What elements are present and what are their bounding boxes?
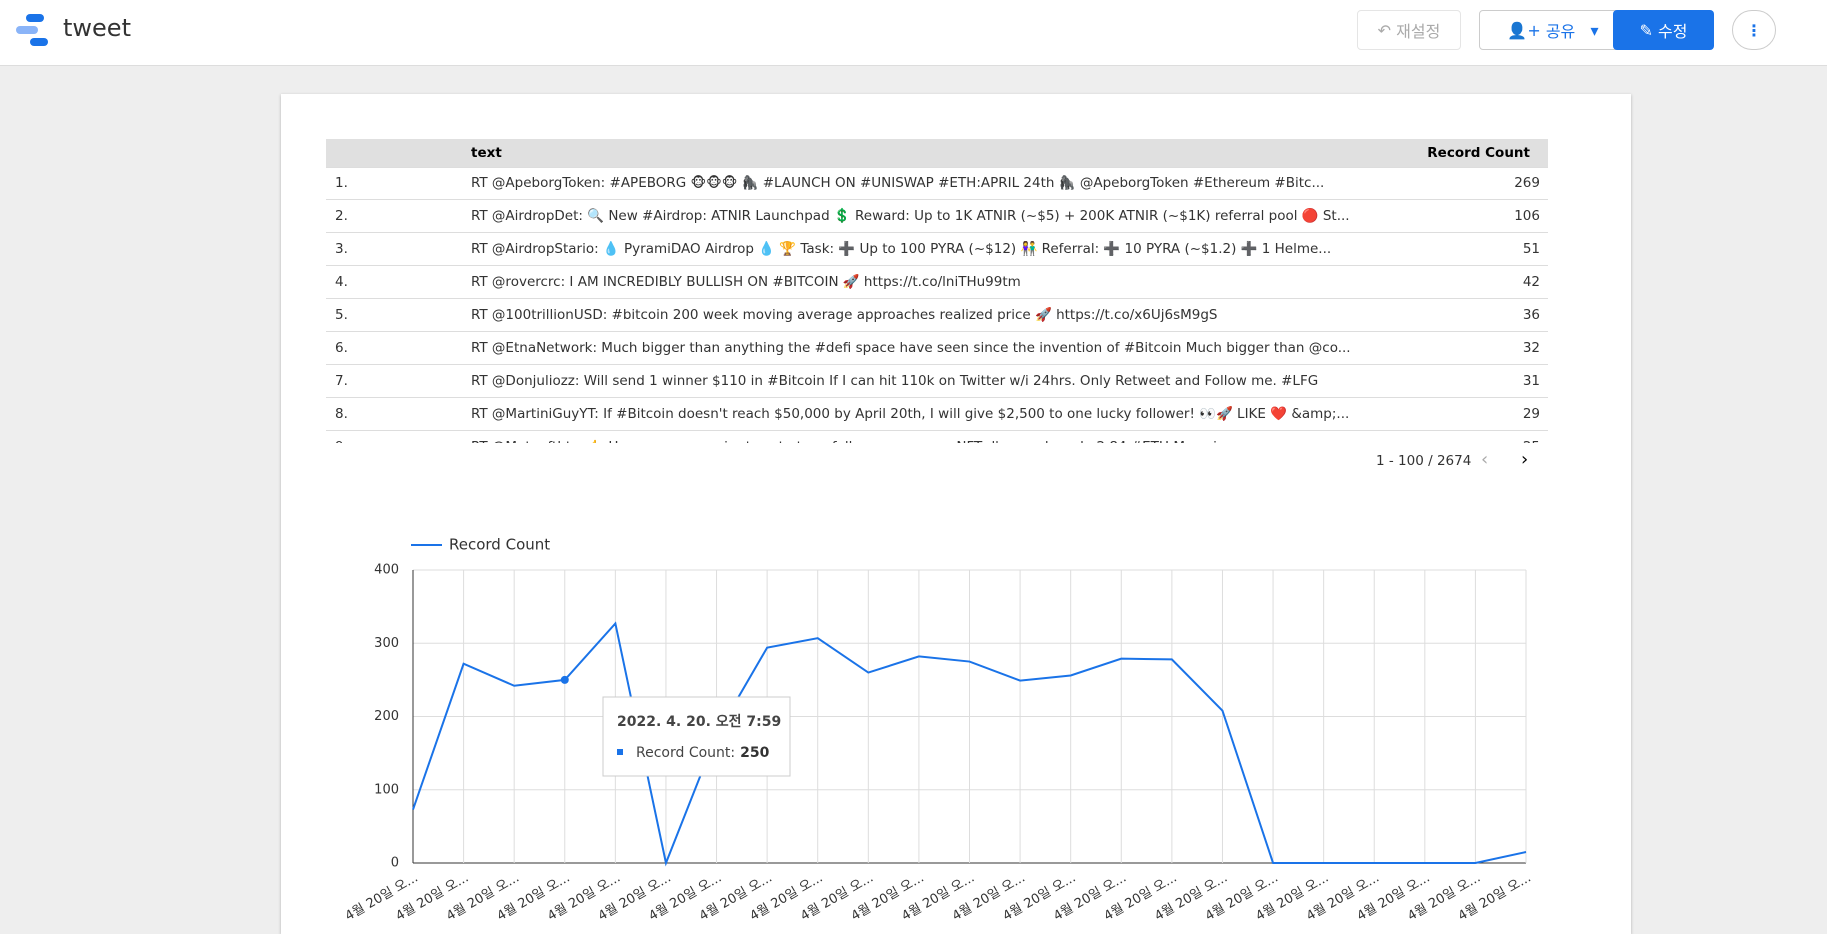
table-row: 1. RT @ApeborgToken: #APEBORG 🐵🐵🐵 🦍 #LAUN… (326, 167, 1548, 200)
table-cell: RT @EtnaNetwork: Much bigger than anythi… (471, 340, 1351, 356)
table-cell: 1. (335, 175, 348, 191)
edit-button[interactable]: ✎ 수정 (1613, 10, 1714, 50)
table-row: 2. RT @AirdropDet: 🔍 New #Airdrop: ATNIR … (326, 200, 1548, 233)
table-cell: 2. (335, 208, 348, 224)
tooltip-label: Record Count: (636, 745, 735, 761)
y-tick-label: 200 (374, 709, 399, 724)
table-cell: RT @Metanftbtc: 👉 Une personne qui retwe… (471, 439, 1337, 443)
table-cell: 51 (1522, 241, 1540, 257)
logo (16, 14, 48, 46)
table-row: 9. RT @Metanftbtc: 👉 Une personne qui ret… (326, 431, 1548, 443)
hover-point (560, 675, 569, 684)
table-cell: 29 (1522, 406, 1540, 422)
table-header: text Record Count (326, 139, 1548, 168)
table-cell: RT @AirdropDet: 🔍 New #Airdrop: ATNIR La… (471, 208, 1350, 224)
pagination: 1 - 100 / 2674 (1376, 453, 1472, 469)
table-cell: 9. (335, 439, 348, 443)
prev-page[interactable]: ‹ (1481, 449, 1489, 470)
y-tick-label: 400 (374, 563, 399, 578)
table-cell: 269 (1514, 175, 1540, 191)
table-cell: RT @AirdropStario: 💧 PyramiDAO Airdrop 💧… (471, 241, 1332, 257)
table-row: 5. RT @100trillionUSD: #bitcoin 200 week … (326, 299, 1548, 332)
table-cell: 42 (1522, 274, 1540, 290)
tooltip (602, 696, 791, 777)
report-title: tweet (63, 14, 131, 42)
table-cell: RT @rovercrc: I AM INCREDIBLY BULLISH ON… (471, 274, 1021, 290)
table-cell: 3. (335, 241, 348, 257)
y-tick-label: 0 (391, 856, 399, 871)
table-cell: 5. (335, 307, 348, 323)
table-cell: 25 (1523, 439, 1540, 443)
tooltip-swatch (617, 749, 623, 755)
table-cell: 31 (1522, 373, 1540, 389)
table-cell: 7. (335, 373, 348, 389)
table-cell: 32 (1522, 340, 1540, 356)
y-tick-label: 100 (374, 782, 399, 797)
table-row: 7. RT @Donjuliozz: Will send 1 winner $11… (326, 365, 1548, 398)
table-cell: 36 (1522, 307, 1540, 323)
next-page[interactable]: › (1521, 449, 1529, 470)
reset-label: 재설정 (1396, 22, 1441, 41)
table-cell: 8. (335, 406, 348, 422)
table-cell: 6. (335, 340, 348, 356)
column-header[interactable]: Record Count (1427, 145, 1530, 161)
table-cell: 106 (1514, 208, 1540, 224)
table-cell: RT @MartiniGuyYT: If #Bitcoin doesn't re… (471, 406, 1350, 422)
header: tweet ↶ 재설정 👤+ 공유 ▾ ✎ 수정 ⋮ (0, 0, 1827, 66)
table-row: 6. RT @EtnaNetwork: Much bigger than anyt… (326, 332, 1548, 365)
table-row: 4. RT @rovercrc: I AM INCREDIBLY BULLISH … (326, 266, 1548, 299)
legend-label: Record Count (449, 536, 550, 554)
table-cell: RT @ApeborgToken: #APEBORG 🐵🐵🐵 🦍 #LAUNCH… (471, 175, 1325, 191)
reset-button[interactable]: ↶ 재설정 (1357, 10, 1461, 50)
table-cell: RT @100trillionUSD: #bitcoin 200 week mo… (471, 307, 1218, 323)
line (412, 621, 1527, 867)
report-card: text Record Count 1. RT @ApeborgToken: #A… (281, 94, 1631, 934)
table-row: 8. RT @MartiniGuyYT: If #Bitcoin doesn't … (326, 398, 1548, 431)
tooltip-title: 2022. 4. 20. 오전 7:59 (617, 713, 781, 730)
more-button[interactable]: ⋮ (1732, 10, 1776, 50)
tooltip-value: 250 (740, 745, 769, 761)
share-label: 공유 (1545, 22, 1576, 41)
table-cell: 4. (335, 274, 348, 290)
column-header[interactable]: text (471, 145, 502, 161)
y-tick-label: 300 (374, 636, 399, 651)
table-cell: RT @Donjuliozz: Will send 1 winner $110 … (471, 373, 1319, 389)
table: text Record Count 1. RT @ApeborgToken: #A… (326, 139, 1548, 443)
table-row: 3. RT @AirdropStario: 💧 PyramiDAO Airdrop… (326, 233, 1548, 266)
edit-label: 수정 (1658, 22, 1688, 41)
